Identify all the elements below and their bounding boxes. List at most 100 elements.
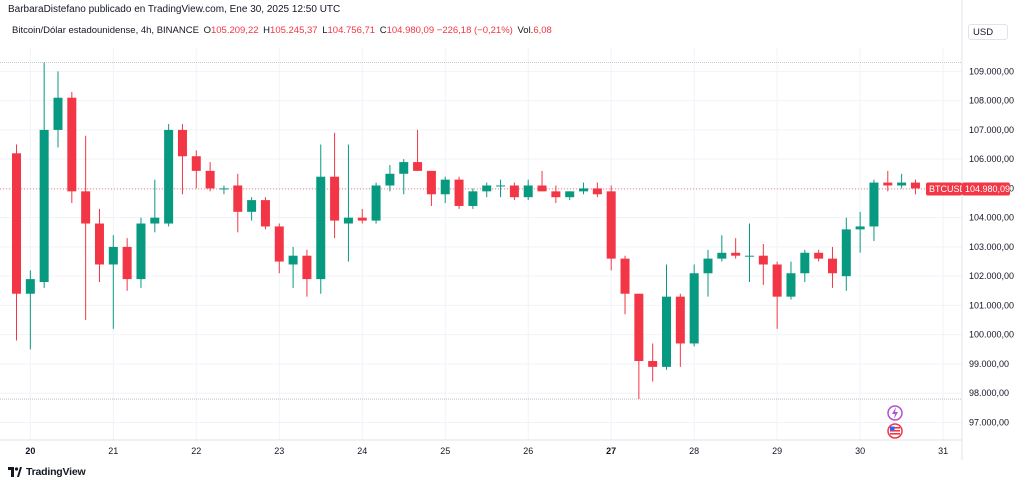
candle-body — [468, 191, 478, 206]
candle — [316, 144, 326, 294]
candle-body — [108, 246, 118, 265]
candle — [177, 124, 187, 195]
candle — [67, 91, 77, 204]
candle-body — [523, 185, 533, 198]
candle-body — [357, 217, 367, 221]
event-icon-us-flag[interactable] — [887, 423, 903, 439]
price-tick-label: 108.000,00 — [969, 96, 1014, 106]
guide-lines — [0, 62, 962, 400]
candle — [523, 179, 533, 201]
candle-body — [302, 255, 312, 280]
candle — [357, 208, 367, 224]
candle-body — [53, 97, 63, 130]
candle — [468, 188, 478, 209]
candle — [371, 182, 381, 224]
time-tick-label: 21 — [108, 446, 118, 456]
time-tick-label: 26 — [523, 446, 533, 456]
candle-body — [689, 273, 699, 344]
candle-body — [330, 176, 340, 221]
candle — [247, 197, 257, 221]
candle — [744, 223, 754, 283]
price-tick-label: 103.000,00 — [969, 242, 1014, 252]
price-tick-label: 100.000,00 — [969, 330, 1014, 340]
candle — [800, 249, 810, 283]
candle-body — [592, 188, 602, 195]
time-tick-label: 27 — [606, 446, 616, 456]
candle — [648, 343, 658, 382]
time-tick-label: 24 — [357, 446, 367, 456]
time-tick-label: 25 — [440, 446, 450, 456]
candle — [343, 144, 353, 262]
candle — [675, 293, 685, 367]
candle-body — [703, 258, 713, 274]
candle — [910, 179, 920, 195]
candle-body — [413, 162, 423, 171]
candle — [399, 159, 409, 195]
tradingview-logo[interactable]: TradingView — [8, 466, 86, 478]
candle-body — [233, 185, 243, 212]
price-tick-label: 97.000,00 — [969, 417, 1009, 427]
candle — [662, 264, 672, 370]
candle-body — [205, 170, 215, 189]
candle-body — [634, 293, 644, 362]
candle-body — [454, 179, 464, 206]
event-icon-lightning[interactable] — [887, 405, 903, 421]
candle — [191, 150, 201, 189]
candle — [496, 179, 506, 198]
candle-body — [136, 223, 146, 280]
candle — [620, 255, 630, 315]
candle-body — [648, 361, 658, 367]
candle-body — [620, 258, 630, 294]
candle-body — [288, 255, 298, 265]
candle — [426, 170, 436, 206]
candle-body — [675, 296, 685, 344]
chart-grid — [0, 48, 962, 440]
candle-body — [150, 217, 160, 224]
price-tick-label: 109.000,00 — [969, 66, 1014, 76]
candle-body — [744, 255, 754, 257]
ohlc-change: −226,18 (−0,21%) — [436, 25, 513, 36]
candle-body — [551, 191, 561, 198]
price-tick-label: 102.000,00 — [969, 271, 1014, 281]
candle — [827, 246, 837, 288]
price-axis: 97.000,00 98.000,00 99.000,00 100.000,00 101… — [969, 66, 1014, 427]
candle — [25, 270, 35, 350]
time-tick-label: 28 — [689, 446, 699, 456]
candle-body — [260, 200, 270, 227]
candle — [758, 244, 768, 285]
candle-body — [122, 246, 132, 280]
candle-body — [371, 185, 381, 221]
candle — [703, 249, 713, 297]
time-tick-label: 31 — [938, 446, 948, 456]
publisher-line: BarbaraDistefano publicado en TradingVie… — [8, 4, 341, 15]
candle — [772, 261, 782, 329]
candle — [164, 124, 174, 227]
candle — [565, 191, 575, 201]
candle-body — [247, 200, 257, 212]
candle — [94, 208, 104, 283]
candle — [219, 185, 229, 195]
candle-body — [67, 97, 77, 192]
time-axis: 20 21 22 23 24 25 26 27 28 29 30 31 — [25, 446, 948, 456]
ohlc-volume: Vol.6,08 — [517, 25, 552, 36]
price-tag: BTCUSD 104.980,09 — [926, 182, 1010, 196]
candle-body — [316, 176, 326, 280]
candle-body — [537, 185, 547, 192]
tradingview-logo-icon — [8, 467, 22, 477]
candle — [330, 132, 340, 239]
candle-body — [274, 226, 284, 262]
candle-body — [772, 264, 782, 297]
candle — [12, 144, 21, 341]
candle-body — [81, 191, 91, 224]
candle — [482, 182, 492, 198]
currency-selector[interactable]: USD — [968, 24, 1008, 40]
candle — [897, 173, 907, 189]
candle-body — [191, 156, 201, 171]
candle — [53, 71, 63, 148]
candle — [274, 223, 284, 274]
price-tick-label: 101.000,00 — [969, 300, 1014, 310]
candle-body — [910, 182, 920, 189]
candle-body — [164, 129, 174, 224]
candle-body — [94, 223, 104, 265]
